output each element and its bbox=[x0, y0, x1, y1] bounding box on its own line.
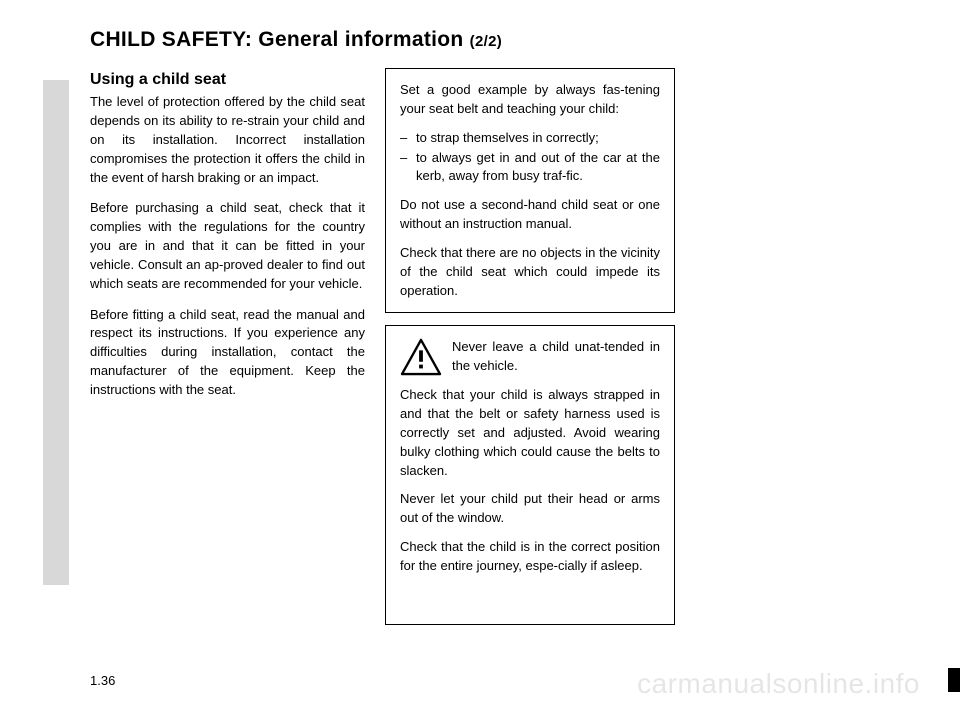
list-item: to always get in and out of the car at t… bbox=[416, 149, 660, 187]
right-column-empty bbox=[695, 68, 900, 625]
list-item: to strap themselves in correctly; bbox=[416, 129, 660, 148]
title-main: CHILD SAFETY: General information bbox=[90, 28, 470, 51]
body-paragraph: The level of protection offered by the c… bbox=[90, 93, 365, 187]
warning-paragraph: Check that your child is always strapped… bbox=[400, 386, 660, 480]
warning-paragraph: Never let your child put their head or a… bbox=[400, 490, 660, 528]
subheading: Using a child seat bbox=[90, 68, 365, 91]
warning-paragraph: Check that the child is in the correct p… bbox=[400, 538, 660, 576]
manual-page: CHILD SAFETY: General information (2/2) … bbox=[0, 0, 960, 710]
box-intro: Set a good example by always fas-tening … bbox=[400, 81, 660, 119]
watermark: carmanualsonline.info bbox=[637, 668, 920, 700]
body-paragraph: Before purchasing a child seat, check th… bbox=[90, 199, 365, 293]
bullet-list: to strap themselves in correctly; to alw… bbox=[400, 129, 660, 187]
box-paragraph: Check that there are no objects in the v… bbox=[400, 244, 660, 301]
edge-marker bbox=[948, 668, 960, 692]
title-part: (2/2) bbox=[470, 33, 502, 50]
warning-triangle-icon bbox=[400, 338, 442, 376]
box-paragraph: Do not use a second-hand child seat or o… bbox=[400, 196, 660, 234]
body-paragraph: Before fitting a child seat, read the ma… bbox=[90, 306, 365, 400]
left-column: Using a child seat The level of protecti… bbox=[90, 68, 365, 625]
warning-box: Never leave a child unat-tended in the v… bbox=[385, 325, 675, 625]
page-title: CHILD SAFETY: General information (2/2) bbox=[90, 28, 900, 52]
section-tab bbox=[43, 80, 69, 585]
content-columns: Using a child seat The level of protecti… bbox=[90, 68, 900, 625]
page-number: 1.36 bbox=[90, 673, 115, 688]
middle-column: Set a good example by always fas-tening … bbox=[385, 68, 675, 625]
info-box: Set a good example by always fas-tening … bbox=[385, 68, 675, 313]
